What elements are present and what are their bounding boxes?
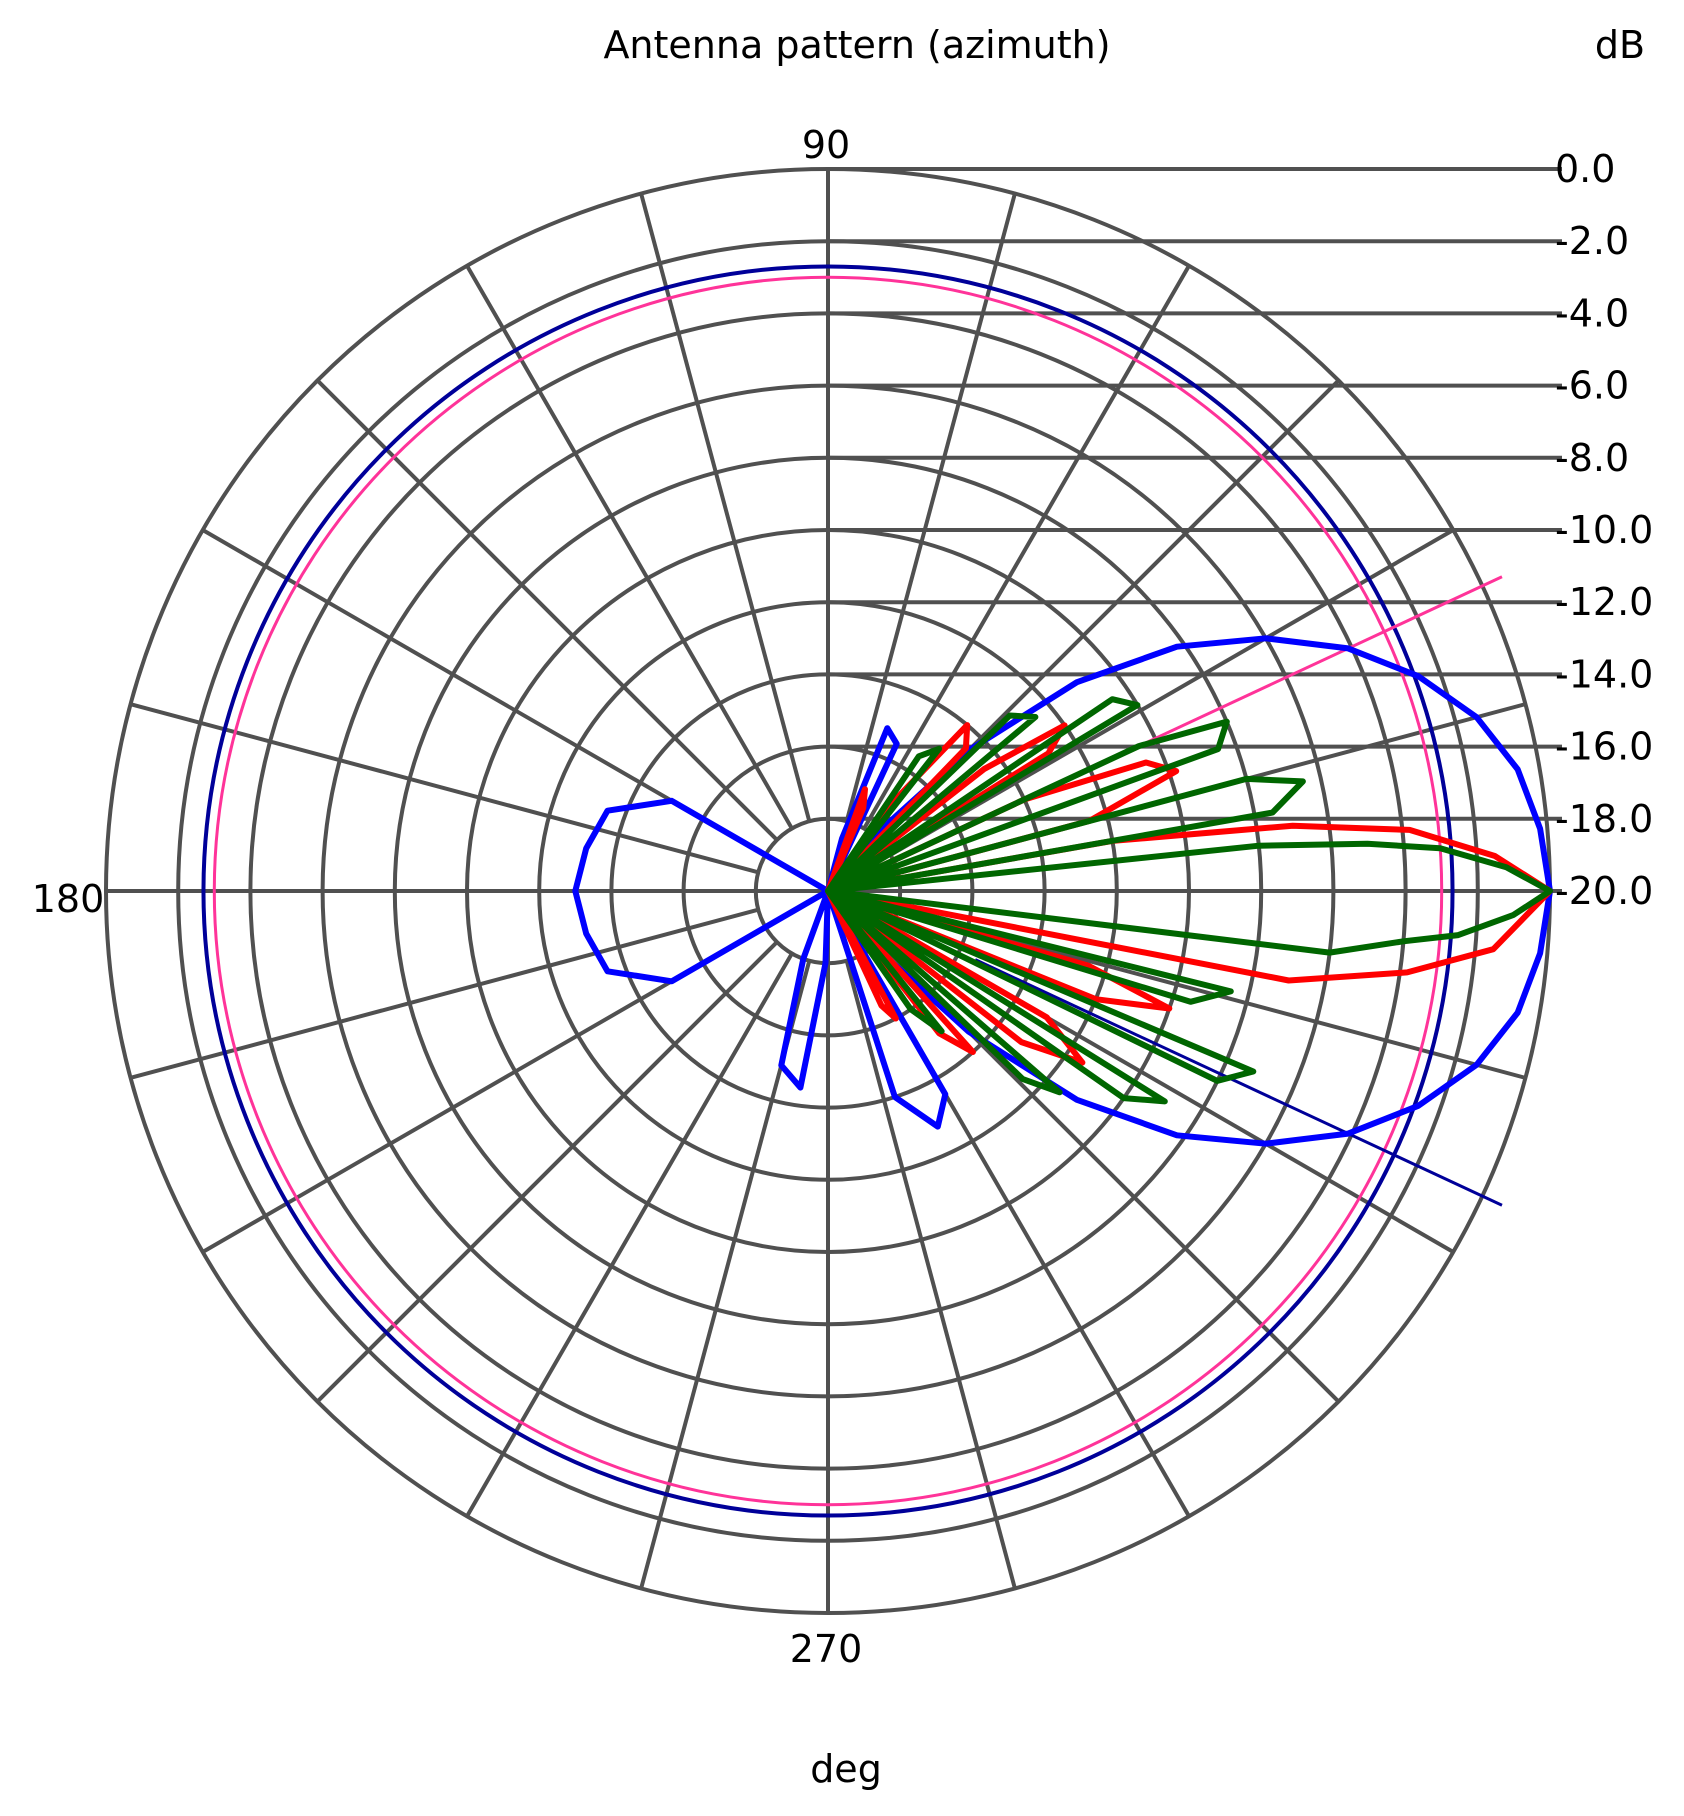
reference-circle-outer bbox=[201, 264, 1455, 1518]
series-line-red bbox=[825, 722, 1553, 1066]
angle-tick-label-180: 180 bbox=[32, 877, 105, 921]
db-tick-label: -12.0 bbox=[1555, 580, 1653, 624]
db-tick-label: 0.0 bbox=[1555, 147, 1615, 191]
db-tick-label: -16.0 bbox=[1555, 725, 1653, 769]
db-tick-label: -14.0 bbox=[1555, 652, 1653, 696]
series-line-green bbox=[825, 696, 1553, 1105]
reference-markers bbox=[201, 264, 1503, 1518]
db-tick-label: -20.0 bbox=[1555, 869, 1653, 913]
db-tick-label: -2.0 bbox=[1555, 219, 1629, 263]
angle-tick-label-270: 270 bbox=[790, 1627, 863, 1671]
pattern-series bbox=[572, 635, 1553, 1147]
radial-unit-label: dB bbox=[1595, 23, 1645, 67]
db-tick-label: -6.0 bbox=[1555, 364, 1629, 408]
angle-tick-label-90: 90 bbox=[802, 123, 850, 167]
db-tick-label: -8.0 bbox=[1555, 436, 1629, 480]
chart-labels: Antenna pattern (azimuth) dB deg 90 180 … bbox=[32, 23, 1654, 1791]
series-line-blue bbox=[572, 635, 1553, 1147]
reference-circle-inner bbox=[212, 275, 1444, 1507]
db-tick-label: -10.0 bbox=[1555, 508, 1653, 552]
angular-unit-label: deg bbox=[810, 1747, 882, 1791]
db-tick-label: -4.0 bbox=[1555, 291, 1629, 335]
chart-title: Antenna pattern (azimuth) bbox=[603, 23, 1110, 67]
reference-line-lower bbox=[974, 958, 1503, 1207]
db-tick-label: -18.0 bbox=[1555, 797, 1653, 841]
